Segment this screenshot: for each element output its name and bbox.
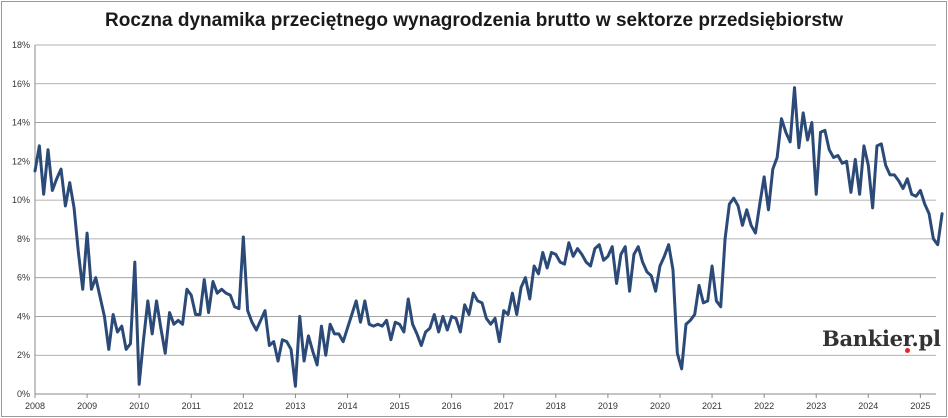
x-tick-label: 2018	[546, 401, 566, 411]
y-tick-label: 12%	[12, 156, 30, 166]
x-tick-label: 2010	[129, 401, 149, 411]
x-tick-label: 2011	[182, 401, 201, 411]
x-tick-label: 2017	[494, 401, 514, 411]
series-group	[33, 86, 944, 388]
x-tick-label: 2009	[77, 401, 97, 411]
axes	[34, 45, 936, 398]
x-tick-label: 2013	[285, 401, 305, 411]
series-line	[33, 86, 944, 388]
x-tick-label: 2022	[754, 401, 774, 411]
chart-title: Roczna dynamika przeciętnego wynagrodzen…	[105, 10, 843, 31]
x-tick-label: 2012	[233, 401, 253, 411]
x-tick-label: 2024	[858, 401, 878, 411]
x-tick-label: 2014	[337, 401, 357, 411]
grid-lines	[35, 44, 936, 356]
x-tick-labels: 2008 2009 2010 2011 2012 2013 2014 2015 2016 2017…	[25, 401, 930, 411]
y-tick-label: 0%	[17, 389, 30, 399]
x-tick-label: 2020	[650, 401, 670, 411]
y-tick-label: 16%	[12, 79, 30, 89]
y-tick-label: 10%	[12, 195, 30, 205]
y-tick-label: 6%	[17, 273, 30, 283]
x-tick-label: 2019	[598, 401, 618, 411]
x-tick-label: 2021	[702, 401, 722, 411]
x-tick-label: 2008	[25, 401, 45, 411]
x-tick-label: 2015	[390, 401, 410, 411]
x-tick-label: 2025	[910, 401, 930, 411]
x-tick-label: 2016	[442, 401, 462, 411]
x-tick-label: 2023	[806, 401, 826, 411]
y-tick-label: 2%	[17, 350, 30, 360]
watermark-dot	[905, 348, 910, 353]
watermark-logo: Bankier.pl	[822, 326, 941, 351]
y-tick-label: 14%	[12, 118, 30, 128]
y-tick-label: 18%	[12, 40, 30, 50]
y-tick-labels: 0% 2% 4% 6% 8% 10% 12% 14% 16% 18%	[12, 40, 30, 399]
y-tick-label: 4%	[17, 311, 30, 321]
y-tick-label: 8%	[17, 234, 30, 244]
